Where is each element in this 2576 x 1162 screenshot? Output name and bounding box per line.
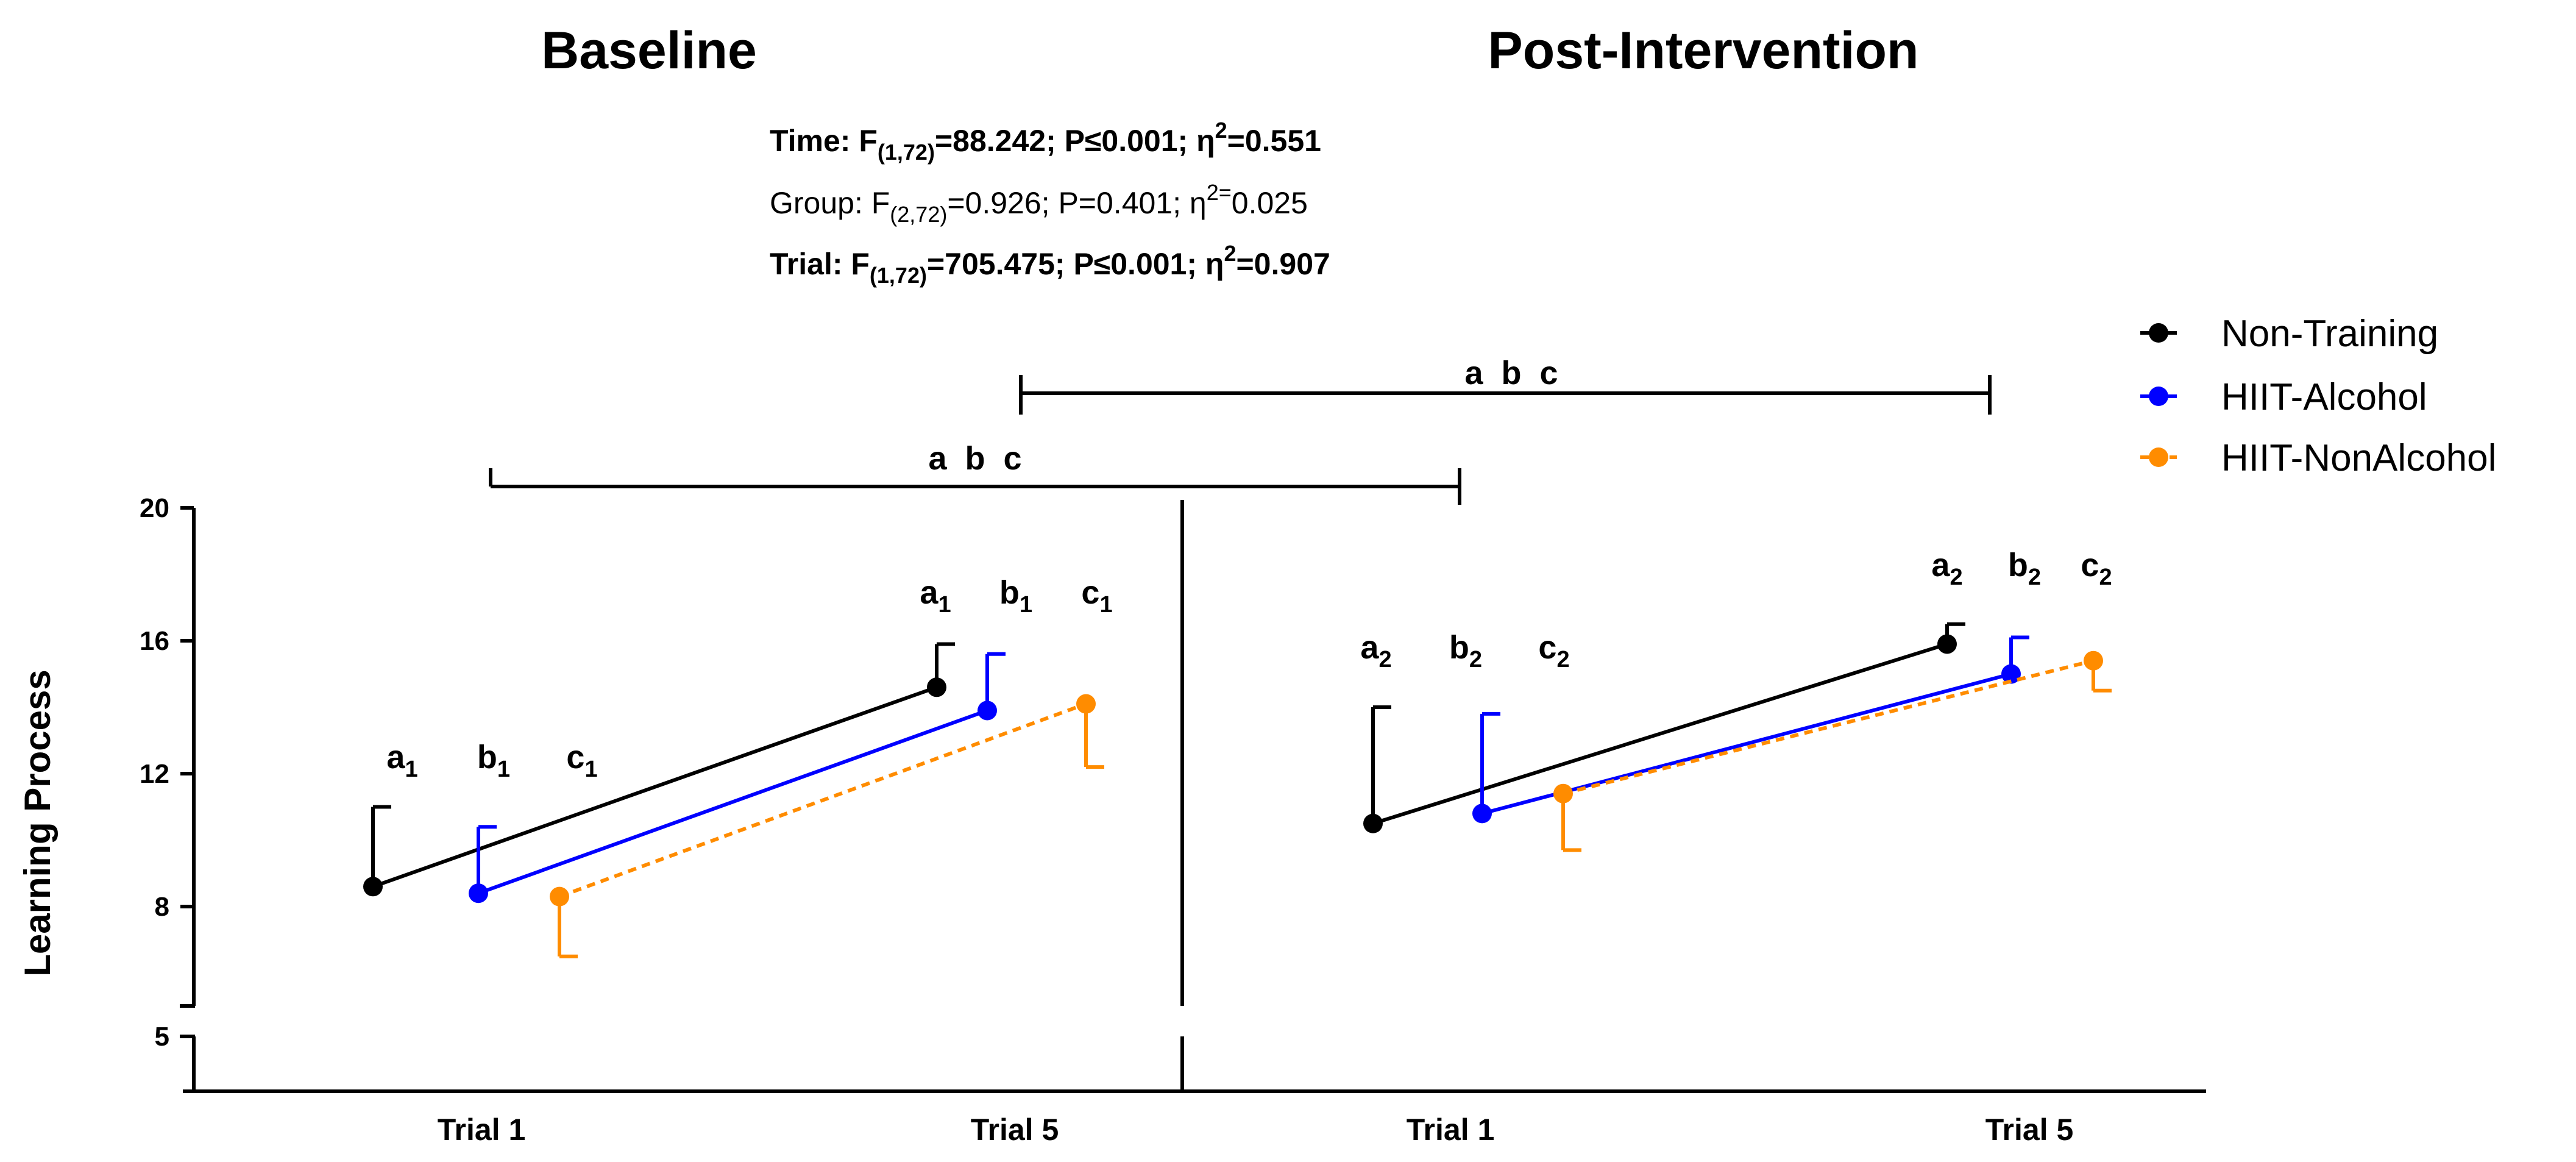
data-point-non-training <box>1363 813 1383 833</box>
data-point-non-training <box>927 677 946 697</box>
data-point-non-training <box>1937 634 1957 654</box>
x-label-post-trial5: Trial 5 <box>1985 1113 2074 1147</box>
y-ticks: 20 16 12 8 5 <box>140 493 194 1052</box>
bracket-line <box>1019 375 1992 415</box>
legend-entry-non-training: Non-Training <box>2140 313 2438 355</box>
series-line-non-training <box>372 685 937 889</box>
data-point-hiit-nonalcohol <box>1076 694 1096 714</box>
legend-label: HIIT-Alcohol <box>2221 376 2427 418</box>
legend-marker <box>2149 323 2168 343</box>
legend-entry-hiit-alcohol: HIIT-Alcohol <box>2140 376 2427 418</box>
y-tick-label: 5 <box>155 1022 169 1052</box>
group-letter: c1 <box>566 739 597 782</box>
legend-marker <box>2149 387 2168 406</box>
group-annotations: a1 b1 c1 a1 b1 c1 a2 b2 c2 a2 b2 c2 <box>386 547 2112 782</box>
bracket-line <box>489 468 1461 505</box>
data-point-hiit-nonalcohol <box>2084 651 2103 671</box>
legend-label: Non-Training <box>2221 313 2438 355</box>
panel-title-post-intervention: Post-Intervention <box>1488 21 1918 80</box>
x-label-baseline-trial5: Trial 5 <box>971 1113 1059 1147</box>
group-letter: a1 <box>386 739 417 782</box>
series-marks <box>363 622 2112 958</box>
data-point-hiit-alcohol <box>978 700 997 721</box>
x-label-baseline-trial1: Trial 1 <box>438 1113 526 1147</box>
series-line-non-training <box>1372 642 1948 825</box>
legend: Non-Training HIIT-Alcohol HIIT-NonAlcoho… <box>2140 313 2496 479</box>
bracket-label: a b c <box>928 440 1021 477</box>
y-tick-label: 8 <box>155 892 169 922</box>
bracket-label: a b c <box>1464 355 1558 391</box>
comparison-bracket-trial5: a b c <box>1019 355 1992 415</box>
stat-group: Group: F(2,72)=0.926; P=0.401; η2=0.025 <box>770 180 1308 227</box>
data-point-hiit-nonalcohol <box>1553 783 1573 804</box>
group-letter: b2 <box>2008 547 2041 590</box>
stat-trial: Trial: F(1,72)=705.475; P≤0.001; η2=0.90… <box>770 241 1330 288</box>
series-line-hiit-alcohol <box>477 708 988 896</box>
series-line-hiit-nonalcohol <box>558 702 1087 899</box>
group-letter: c2 <box>2081 547 2112 590</box>
group-letter: a1 <box>920 574 951 618</box>
data-point-hiit-alcohol <box>469 883 488 904</box>
y-tick-label: 20 <box>140 493 169 523</box>
y-axis-label: Learning Process <box>17 669 58 977</box>
series-line-hiit-nonalcohol <box>1563 658 2094 796</box>
group-letter: a2 <box>1360 629 1391 672</box>
panel-title-baseline: Baseline <box>541 21 757 80</box>
group-letter: c1 <box>1081 574 1112 618</box>
data-point-hiit-nonalcohol <box>550 886 569 907</box>
y-tick-label: 16 <box>140 626 169 656</box>
data-point-hiit-alcohol <box>2001 664 2021 684</box>
legend-entry-hiit-nonalcohol: HIIT-NonAlcohol <box>2140 437 2496 479</box>
x-label-post-trial1: Trial 1 <box>1407 1113 1495 1147</box>
y-tick-label: 12 <box>140 759 169 789</box>
stat-time: Time: F(1,72)=88.242; P≤0.001; η2=0.551 <box>770 118 1321 165</box>
group-letter: a2 <box>1931 547 1962 590</box>
group-letter: c2 <box>1538 629 1569 672</box>
data-point-hiit-alcohol <box>1472 804 1492 824</box>
group-letter: b1 <box>477 739 510 782</box>
legend-label: HIIT-NonAlcohol <box>2221 437 2496 479</box>
legend-marker <box>2149 447 2168 467</box>
group-letter: b1 <box>999 574 1032 618</box>
data-point-non-training <box>363 877 383 897</box>
group-letter: b2 <box>1449 629 1482 672</box>
comparison-bracket-trial1: a b c <box>489 440 1461 505</box>
